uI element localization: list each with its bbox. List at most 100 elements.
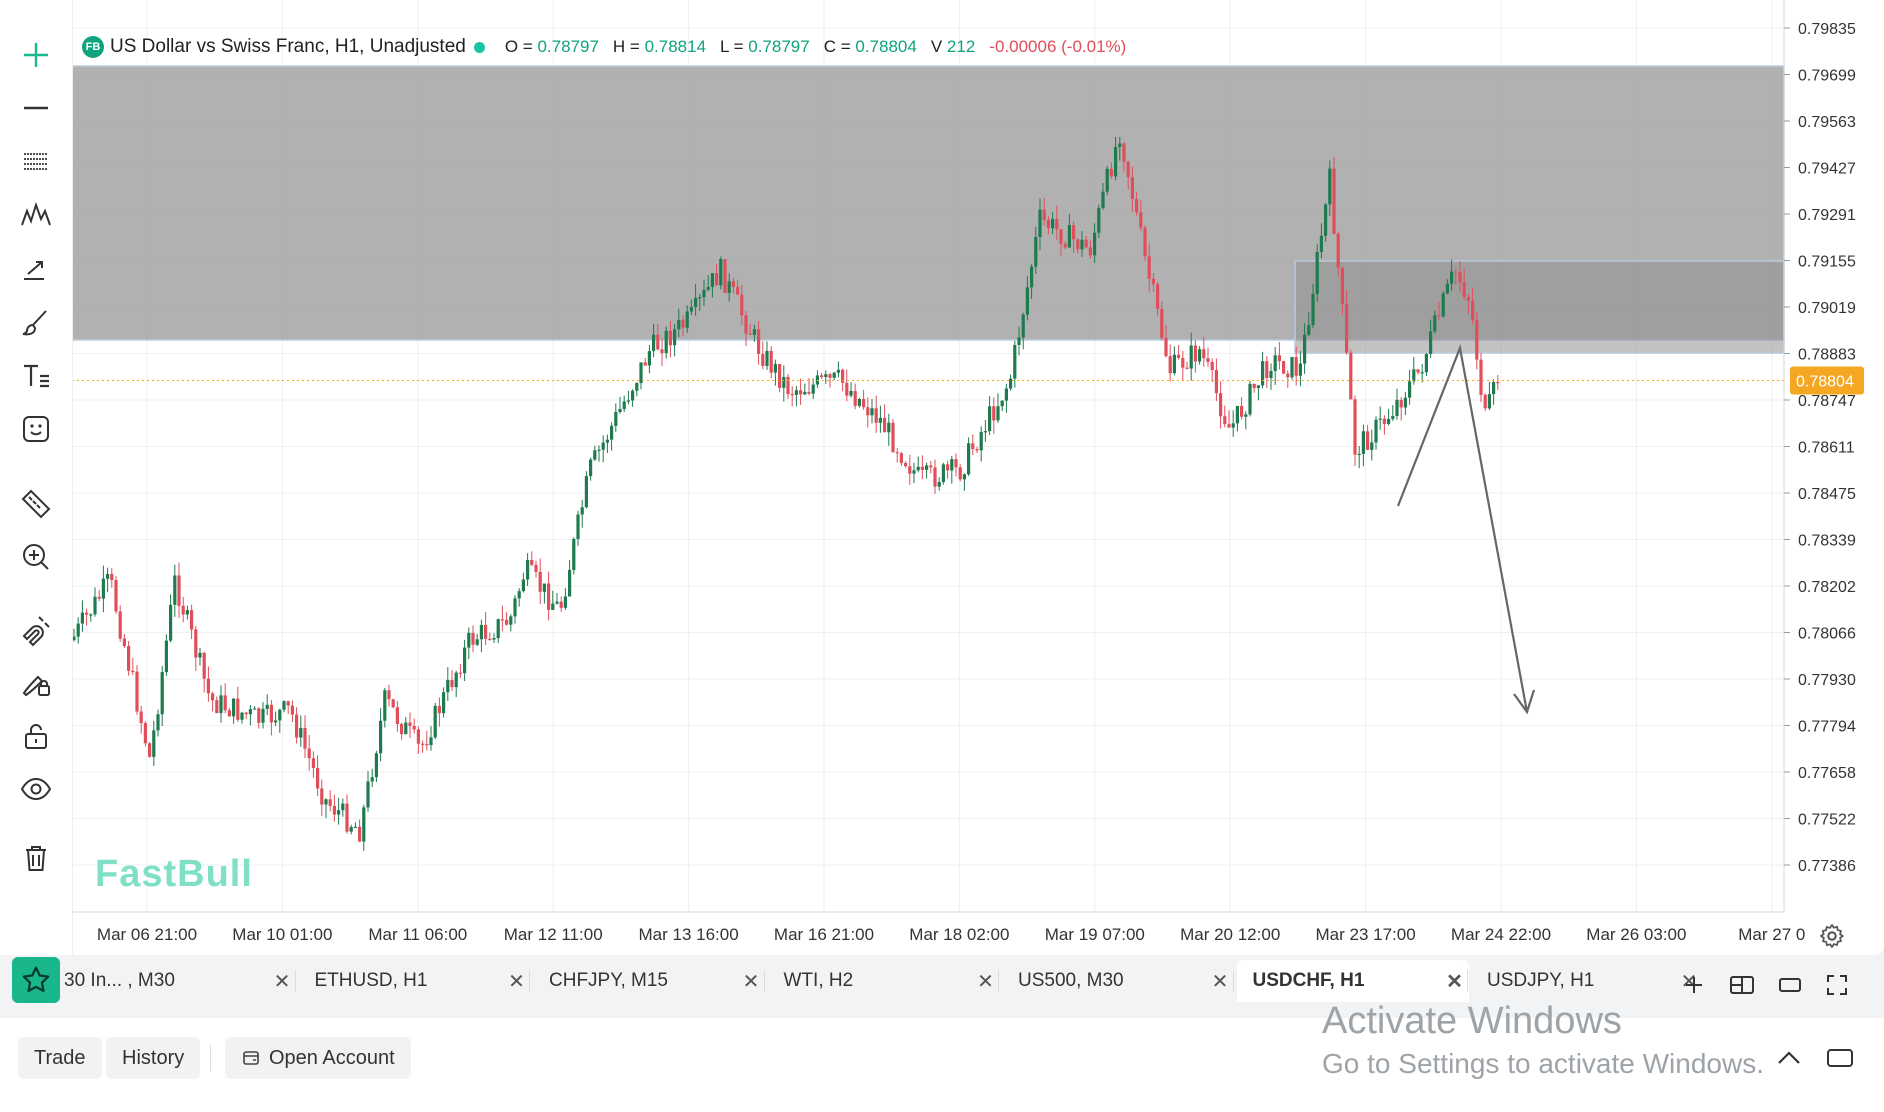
magnet-tool[interactable] (14, 608, 58, 652)
candle (1114, 136, 1118, 181)
candle (1248, 380, 1252, 417)
collapse-panel-icon[interactable] (1772, 1041, 1806, 1075)
candle (1445, 279, 1449, 295)
candle (156, 709, 160, 737)
horizontal-line-tool[interactable] (14, 86, 58, 130)
close-tab-icon[interactable]: ✕ (508, 970, 525, 993)
symbol-title[interactable]: US Dollar vs Swiss Franc, H1, Unadjusted (110, 36, 466, 57)
lock-drawing-tool[interactable] (14, 661, 58, 705)
drawing-toolbar (0, 0, 73, 955)
candle (509, 614, 513, 632)
candle (211, 691, 215, 712)
candle (1399, 397, 1403, 421)
chart-tab[interactable]: USDJPY, H1 ✕ (1471, 960, 1703, 1002)
close-tab-icon[interactable]: ✕ (1211, 970, 1229, 993)
chart-tab[interactable]: CHFJPY, M15 ✕ (533, 960, 765, 1002)
candle (857, 398, 861, 408)
candle (1273, 346, 1277, 385)
candle (950, 455, 954, 484)
candle (635, 382, 639, 397)
candle (1021, 312, 1025, 350)
candle (374, 750, 378, 782)
candle (1143, 225, 1147, 261)
add-tab-icon[interactable] (1677, 968, 1711, 1002)
candle (265, 694, 269, 716)
candle (1214, 358, 1218, 402)
chart-tab[interactable]: 30 In... , M30 ✕ (64, 960, 296, 1002)
tab-separator (763, 970, 765, 992)
eye-icon (20, 777, 52, 801)
trash-tool[interactable] (14, 836, 58, 880)
candle (572, 537, 576, 575)
close-tab-icon[interactable]: ✕ (1446, 970, 1463, 993)
chart-tab[interactable]: ETHUSD, H1 ✕ (299, 960, 531, 1002)
eye-tool[interactable] (14, 767, 58, 811)
candle (1298, 351, 1302, 387)
candle (1017, 326, 1021, 356)
text-tool[interactable] (14, 354, 58, 398)
tab-label: 30 In... , M30 (64, 970, 175, 991)
chart-panel[interactable]: 0.79835 0.79699 0.79563 0.79427 0.79291 0.791… (0, 0, 1884, 955)
candle (1349, 349, 1353, 400)
candle (530, 551, 534, 567)
candle (849, 382, 853, 398)
favorites-button[interactable] (12, 957, 60, 1003)
emoji-tool[interactable] (14, 407, 58, 451)
candle (1034, 227, 1038, 275)
ruler-tool[interactable] (14, 482, 58, 526)
chart-tab[interactable]: WTI, H2 ✕ (768, 960, 1000, 1002)
close-tab-icon[interactable]: ✕ (742, 970, 760, 993)
crosshair-tool[interactable] (14, 33, 58, 77)
window-mode-icon[interactable] (1773, 968, 1807, 1002)
candle (1340, 266, 1344, 316)
chart-tab[interactable]: US500, M30 ✕ (1002, 960, 1234, 1002)
candle (114, 576, 118, 614)
time-tick-label: Mar 27 0 (1738, 925, 1805, 944)
candle (286, 700, 290, 714)
open-account-button[interactable]: Open Account (225, 1037, 411, 1079)
candle (1130, 167, 1134, 212)
time-tick-label: Mar 26 03:00 (1586, 925, 1686, 944)
close-tab-icon[interactable]: ✕ (977, 970, 994, 993)
candle (324, 798, 328, 819)
fib-lines-tool[interactable] (14, 140, 58, 184)
candle (622, 395, 626, 413)
candle (1109, 162, 1113, 179)
candle (677, 308, 681, 338)
chart-tabs: 30 In... , M30 ✕ ETHUSD, H1 ✕ CHFJPY, M15 ✕ WT… (60, 960, 1697, 1008)
candle (1055, 205, 1059, 240)
settings-gear-icon[interactable] (1818, 922, 1846, 950)
candle (1244, 411, 1248, 430)
candle (815, 370, 819, 389)
candle (765, 341, 769, 371)
pattern-tool[interactable] (14, 194, 58, 238)
candle (341, 798, 345, 817)
trend-arrow-tool[interactable] (14, 247, 58, 291)
high-label: H = (612, 37, 640, 56)
trade-button[interactable]: Trade (18, 1037, 102, 1079)
fullscreen-icon[interactable] (1820, 968, 1854, 1002)
unlock-tool[interactable] (14, 714, 58, 758)
candle (253, 706, 257, 710)
tab-label: USDJPY, H1 (1487, 970, 1595, 991)
maximize-panel-icon[interactable] (1823, 1041, 1857, 1075)
history-button[interactable]: History (106, 1037, 201, 1079)
layout-icon[interactable] (1725, 968, 1759, 1002)
price-chart[interactable]: 0.79835 0.79699 0.79563 0.79427 0.79291 0.791… (0, 0, 1884, 955)
candle (1193, 340, 1197, 373)
candle (1067, 213, 1071, 248)
chart-tab[interactable]: USDCHF, H1 ✕ (1236, 960, 1469, 1002)
zoom-in-tool[interactable] (14, 535, 58, 579)
current-price-text: 0.78804 (1796, 374, 1854, 391)
candle (299, 715, 303, 747)
candle (320, 779, 324, 817)
candle (1336, 231, 1340, 277)
candle (1093, 223, 1097, 263)
candle (274, 711, 278, 727)
brush-tool[interactable] (14, 301, 58, 345)
candle (1025, 276, 1029, 321)
close-tab-icon[interactable]: ✕ (273, 970, 291, 993)
candle (173, 564, 177, 617)
candle (122, 633, 126, 649)
candle (1038, 198, 1042, 250)
